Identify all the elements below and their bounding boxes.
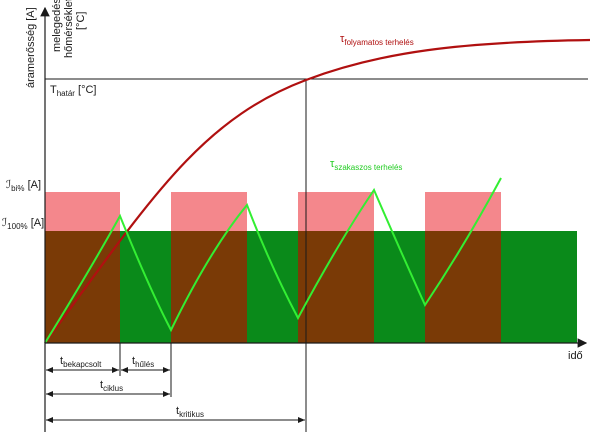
pink-block-3 — [298, 192, 374, 231]
tau-folyamatos-label: τfolyamatos terhelés — [340, 33, 414, 47]
y-axis-temp-label-1: melegedési — [51, 0, 63, 52]
tau-szakaszos-curve — [44, 177, 502, 344]
pink-block-4 — [425, 192, 501, 231]
tau-folyamatos-curve — [44, 38, 591, 344]
t-ciklus-label: tciklus — [100, 379, 123, 393]
brown-block-2 — [171, 231, 247, 343]
tau-szakaszos-label: τszakaszos terhelés — [330, 158, 402, 172]
t-hatar-label: Thatár [°C] — [50, 84, 96, 98]
i-bi-label: ℐbi% [A] — [6, 179, 41, 193]
y-axis-temp-label-3: [°C] — [75, 12, 87, 30]
i-100-label: ℐ100% [A] — [2, 217, 44, 231]
brown-block-3 — [298, 231, 374, 343]
t-hules-label: thűlés — [132, 355, 154, 369]
y-axis-temp-label-2: hőmérséklet — [63, 0, 75, 58]
t-kritikus-label: tkritikus — [176, 405, 204, 419]
t-bekapcsolt-label: tbekapcsolt — [60, 355, 102, 369]
pink-block-2 — [171, 192, 247, 231]
y-axis-current-label: áramerősség [A] — [25, 7, 37, 88]
pink-block-1 — [45, 192, 120, 231]
x-axis-label: idő — [568, 350, 583, 362]
